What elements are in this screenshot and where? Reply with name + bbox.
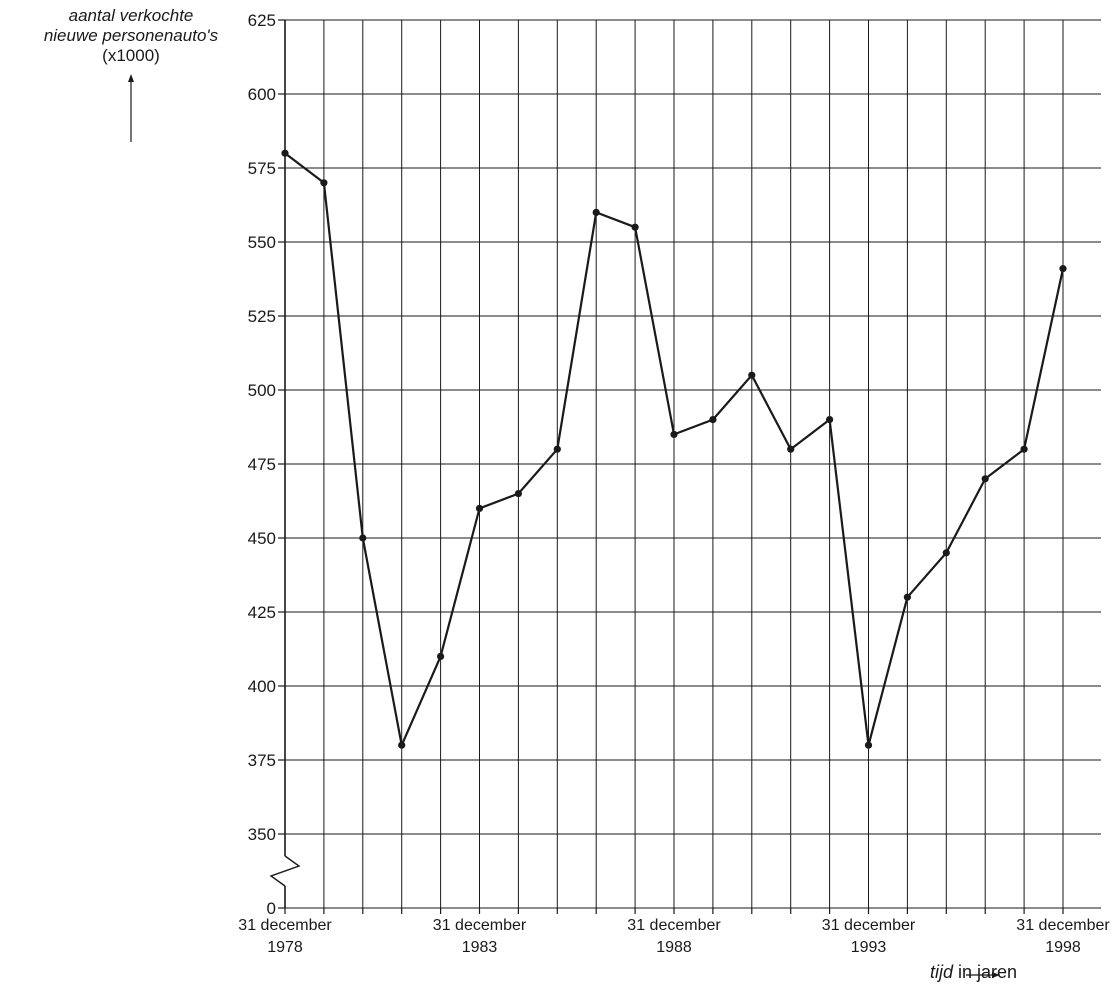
y-axis-title-line2: nieuwe personenauto's <box>43 26 219 45</box>
data-point <box>1020 445 1028 453</box>
data-point <box>787 445 795 453</box>
y-tick-label: 600 <box>248 85 276 104</box>
x-tick-label-line1: 31 december <box>238 917 332 934</box>
data-point <box>514 490 523 498</box>
data-point <box>709 416 717 424</box>
data-point <box>592 208 600 216</box>
data-point <box>670 430 678 438</box>
x-tick-label-line1: 31 december <box>627 917 721 934</box>
data-point <box>320 179 328 187</box>
x-tick-label-line2: 1998 <box>1045 939 1081 956</box>
data-point <box>1059 265 1067 273</box>
data-point <box>981 475 989 483</box>
x-axis-title: tijd in jaren <box>930 962 1017 983</box>
x-axis-arrow-icon <box>966 972 1000 978</box>
y-tick-label: 375 <box>248 751 276 770</box>
y-tick-label: 475 <box>248 455 276 474</box>
data-point <box>475 504 484 512</box>
y-axis-title-line3: (x1000) <box>102 46 160 65</box>
y-tick-label: 625 <box>248 11 276 30</box>
y-axis-title-line1: aantal verkochte <box>68 6 194 25</box>
data-point <box>359 534 367 542</box>
y-tick-label: 400 <box>248 677 276 696</box>
x-tick-label-line2: 1988 <box>656 939 692 956</box>
y-axis-title: aantal verkochte nieuwe personenauto's (… <box>0 6 262 66</box>
x-tick-label-line1: 31 december <box>1016 917 1110 934</box>
x-tick-label-line1: 31 december <box>433 917 527 934</box>
y-tick-label: 575 <box>248 159 276 178</box>
data-point <box>942 549 950 557</box>
data-point <box>748 371 756 379</box>
y-tick-label: 525 <box>248 307 276 326</box>
x-axis-title-rest: in jaren <box>953 962 1018 982</box>
y-tick-label: 450 <box>248 529 276 548</box>
y-tick-label: 350 <box>248 825 276 844</box>
y-tick-label: 0 <box>267 899 276 918</box>
data-point <box>826 416 834 424</box>
data-point <box>553 445 561 453</box>
x-tick-label-line2: 1978 <box>267 939 303 956</box>
data-point <box>903 593 912 601</box>
y-tick-label: 500 <box>248 381 276 400</box>
y-tick-label: 550 <box>248 233 276 252</box>
x-tick-label-line2: 1993 <box>851 939 887 956</box>
data-point <box>281 149 289 157</box>
y-axis-break-icon <box>269 855 301 887</box>
data-point <box>398 741 406 749</box>
data-point <box>864 741 873 749</box>
y-axis-arrow-icon <box>128 74 134 142</box>
data-point <box>631 223 639 231</box>
x-tick-label-line1: 31 december <box>822 917 916 934</box>
x-tick-label-line2: 1983 <box>462 939 498 956</box>
y-tick-label: 425 <box>248 603 276 622</box>
x-axis-title-italic: tijd <box>930 962 954 982</box>
data-point <box>437 652 445 661</box>
